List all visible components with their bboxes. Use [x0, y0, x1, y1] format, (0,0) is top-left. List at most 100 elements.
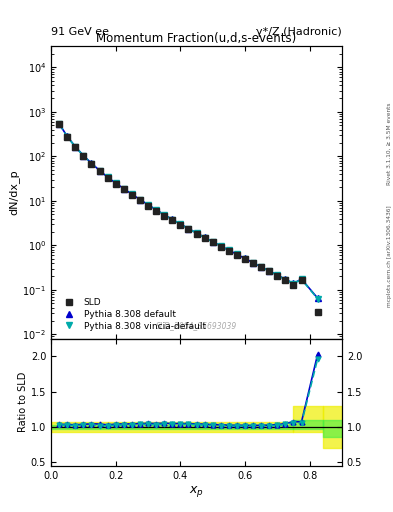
SLD: [202, 235, 207, 241]
Pythia 8.308 vincia-default: [162, 212, 167, 218]
Pythia 8.308 default: [146, 202, 151, 208]
Pythia 8.308 vincia-default: [186, 226, 191, 232]
SLD: [65, 134, 70, 140]
Pythia 8.308 vincia-default: [65, 134, 70, 140]
SLD: [73, 144, 78, 151]
Pythia 8.308 default: [65, 133, 70, 139]
Pythia 8.308 vincia-default: [299, 276, 304, 283]
Pythia 8.308 vincia-default: [283, 276, 288, 283]
Pythia 8.308 default: [267, 268, 272, 274]
Pythia 8.308 default: [81, 153, 86, 159]
SLD: [242, 256, 247, 262]
Line: Pythia 8.308 default: Pythia 8.308 default: [56, 121, 320, 301]
Pythia 8.308 default: [97, 167, 102, 174]
SLD: [291, 282, 296, 288]
SLD: [170, 217, 174, 223]
SLD: [57, 121, 62, 127]
Line: SLD: SLD: [56, 121, 321, 315]
SLD: [235, 252, 239, 258]
SLD: [121, 186, 126, 193]
SLD: [251, 260, 255, 266]
Pythia 8.308 default: [275, 272, 280, 278]
Pythia 8.308 default: [210, 239, 215, 245]
Pythia 8.308 default: [235, 251, 239, 258]
SLD: [275, 273, 280, 279]
Pythia 8.308 default: [251, 260, 255, 266]
SLD: [146, 203, 151, 209]
SLD: [219, 244, 223, 250]
Pythia 8.308 default: [194, 230, 199, 236]
Pythia 8.308 vincia-default: [73, 144, 78, 150]
SLD: [226, 248, 231, 254]
SLD: [105, 175, 110, 181]
SLD: [162, 212, 167, 219]
Pythia 8.308 vincia-default: [242, 255, 247, 262]
Text: mcplots.cern.ch [arXiv:1306.3436]: mcplots.cern.ch [arXiv:1306.3436]: [387, 205, 392, 307]
Text: Rivet 3.1.10, ≥ 3.5M events: Rivet 3.1.10, ≥ 3.5M events: [387, 102, 392, 185]
SLD: [283, 277, 288, 283]
Title: Momentum Fraction(u,d,s-events): Momentum Fraction(u,d,s-events): [96, 32, 297, 45]
Pythia 8.308 default: [154, 207, 158, 213]
SLD: [97, 168, 102, 175]
Pythia 8.308 default: [138, 197, 142, 203]
Pythia 8.308 vincia-default: [170, 217, 174, 223]
Pythia 8.308 vincia-default: [275, 272, 280, 279]
SLD: [299, 278, 304, 284]
SLD: [81, 153, 86, 159]
SLD: [267, 268, 272, 274]
SLD: [138, 198, 142, 204]
Pythia 8.308 default: [299, 276, 304, 282]
Pythia 8.308 vincia-default: [97, 168, 102, 174]
Y-axis label: dN/dx_p: dN/dx_p: [9, 169, 20, 215]
Pythia 8.308 vincia-default: [154, 207, 158, 213]
Pythia 8.308 vincia-default: [57, 121, 62, 127]
Pythia 8.308 default: [186, 225, 191, 231]
Pythia 8.308 default: [219, 243, 223, 249]
SLD: [259, 264, 263, 270]
SLD: [154, 208, 158, 214]
Pythia 8.308 default: [291, 280, 296, 286]
Pythia 8.308 vincia-default: [113, 180, 118, 186]
Text: SLD_2004_S5693039: SLD_2004_S5693039: [156, 321, 237, 330]
Pythia 8.308 vincia-default: [251, 260, 255, 266]
Pythia 8.308 default: [57, 121, 62, 127]
Pythia 8.308 default: [121, 185, 126, 191]
Y-axis label: Ratio to SLD: Ratio to SLD: [18, 372, 28, 433]
X-axis label: $x_p$: $x_p$: [189, 483, 204, 499]
SLD: [130, 192, 134, 198]
Pythia 8.308 vincia-default: [210, 239, 215, 245]
Pythia 8.308 default: [130, 191, 134, 197]
Text: 91 GeV ee: 91 GeV ee: [51, 27, 109, 37]
Pythia 8.308 vincia-default: [130, 191, 134, 198]
Pythia 8.308 default: [105, 174, 110, 180]
SLD: [210, 239, 215, 245]
Pythia 8.308 default: [242, 255, 247, 262]
Pythia 8.308 vincia-default: [226, 247, 231, 253]
Pythia 8.308 vincia-default: [259, 264, 263, 270]
Pythia 8.308 default: [73, 143, 78, 150]
Pythia 8.308 vincia-default: [235, 251, 239, 258]
Pythia 8.308 default: [170, 217, 174, 223]
Pythia 8.308 default: [259, 264, 263, 270]
Pythia 8.308 vincia-default: [202, 234, 207, 241]
SLD: [178, 222, 183, 228]
Pythia 8.308 default: [315, 295, 320, 301]
Line: Pythia 8.308 vincia-default: Pythia 8.308 vincia-default: [56, 121, 320, 302]
Pythia 8.308 vincia-default: [105, 175, 110, 181]
Text: γ*/Z (Hadronic): γ*/Z (Hadronic): [256, 27, 342, 37]
Pythia 8.308 vincia-default: [194, 230, 199, 236]
Pythia 8.308 vincia-default: [121, 186, 126, 192]
SLD: [89, 161, 94, 167]
Pythia 8.308 default: [162, 211, 167, 218]
SLD: [315, 309, 320, 315]
Pythia 8.308 default: [283, 276, 288, 282]
SLD: [194, 231, 199, 237]
Pythia 8.308 vincia-default: [219, 243, 223, 249]
Pythia 8.308 vincia-default: [146, 202, 151, 208]
Pythia 8.308 vincia-default: [81, 153, 86, 159]
Pythia 8.308 default: [226, 247, 231, 253]
Pythia 8.308 default: [89, 160, 94, 166]
Pythia 8.308 vincia-default: [138, 197, 142, 203]
Pythia 8.308 vincia-default: [291, 281, 296, 287]
Pythia 8.308 default: [202, 234, 207, 240]
